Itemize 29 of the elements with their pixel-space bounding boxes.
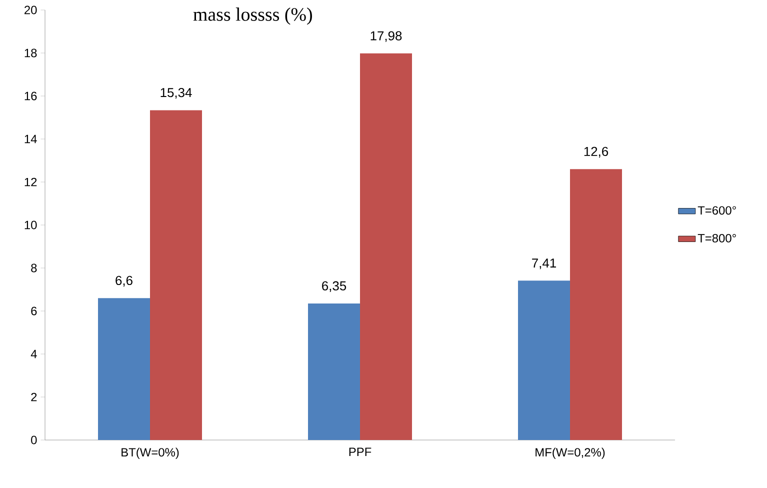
x-tick-label: BT(W=0%) [122,448,179,459]
x-tick-label: MF(W=0,2%) [536,448,605,459]
y-tick-label: 14 [24,134,37,144]
data-label: 6,35 [322,281,346,292]
bar [518,280,570,440]
bar [150,110,202,440]
x-tick-label: PPF [349,448,372,456]
y-tick-label: 8 [31,264,37,272]
bar [360,53,412,440]
bar [98,298,150,440]
legend-label: T=800° [698,234,736,242]
data-label: 17,98 [370,31,402,42]
legend-label: T=600° [698,206,736,215]
data-label: 7,41 [532,258,556,270]
bar [308,303,360,440]
bar [570,169,622,440]
y-tick-label: 10 [24,220,37,230]
y-tick-label: 16 [24,92,37,100]
data-label: 6,6 [116,276,132,287]
y-tick-label: 2 [31,392,37,402]
y-tick-label: 20 [24,6,37,14]
data-label: 12,6 [584,146,608,158]
chart-title: mass lossss (%) [193,8,312,25]
data-label: 15,34 [160,88,192,99]
y-tick-label: 18 [24,48,37,58]
y-tick-label: 4 [30,350,37,358]
y-tick-label: 6 [31,306,37,316]
y-tick-label: 12 [24,178,37,186]
y-tick-label: 0 [31,436,37,444]
